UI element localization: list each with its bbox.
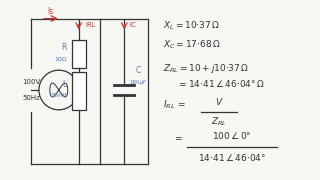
Text: IC: IC xyxy=(129,21,136,28)
Text: $Z_{RL}$: $Z_{RL}$ xyxy=(211,116,227,128)
Text: $=$: $=$ xyxy=(173,133,183,142)
Text: 100V: 100V xyxy=(22,79,40,85)
Text: $I_{RL}\,=$: $I_{RL}\,=$ xyxy=(163,99,186,111)
Text: $= 14{\cdot}41\,\angle\,46{\cdot}04°\,\Omega$: $= 14{\cdot}41\,\angle\,46{\cdot}04°\,\O… xyxy=(177,78,265,89)
Text: $Z_{RL} = 10 + j10{\cdot}37\,\Omega$: $Z_{RL} = 10 + j10{\cdot}37\,\Omega$ xyxy=(163,62,249,75)
Text: 180μF: 180μF xyxy=(130,80,147,85)
Text: 10Ω: 10Ω xyxy=(54,57,67,62)
Text: $X_L = 10{\cdot}37\,\Omega$: $X_L = 10{\cdot}37\,\Omega$ xyxy=(163,19,220,32)
Text: $14{\cdot}41\,\angle\,46{\cdot}04°$: $14{\cdot}41\,\angle\,46{\cdot}04°$ xyxy=(198,152,266,163)
Text: $100\,\angle\,0°$: $100\,\angle\,0°$ xyxy=(212,130,252,141)
Text: $X_C = 17{\cdot}68\,\Omega$: $X_C = 17{\cdot}68\,\Omega$ xyxy=(163,38,221,51)
Bar xyxy=(72,72,85,110)
Bar xyxy=(72,40,85,68)
Text: C: C xyxy=(136,66,141,75)
Text: L: L xyxy=(62,80,67,89)
Text: Is: Is xyxy=(48,7,54,16)
Text: R: R xyxy=(61,43,67,52)
Text: IRL: IRL xyxy=(85,21,96,28)
Text: 50Hz: 50Hz xyxy=(22,95,40,101)
Text: 33mH: 33mH xyxy=(50,93,67,98)
Text: $V$: $V$ xyxy=(215,96,223,107)
